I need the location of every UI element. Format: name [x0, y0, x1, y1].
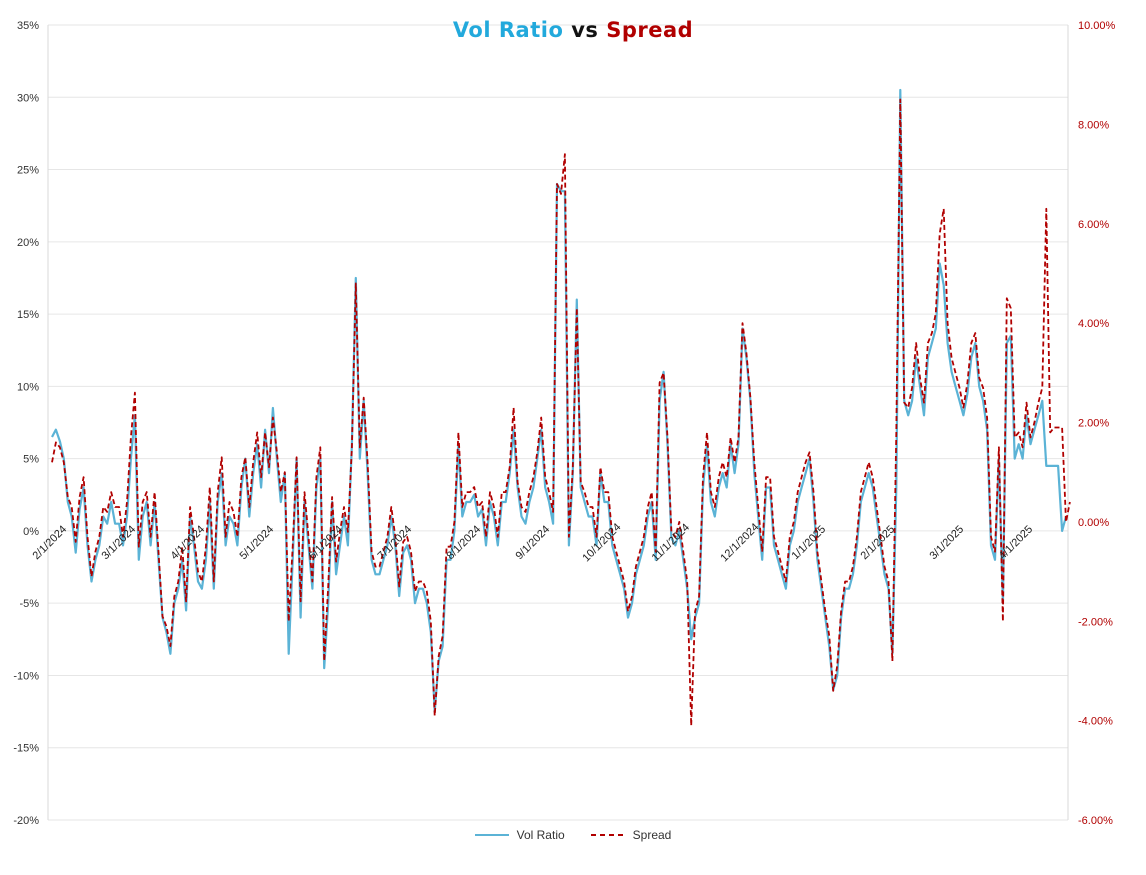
right-tick-label: 8.00%: [1078, 119, 1109, 131]
x-tick-label: 5/1/2024: [237, 523, 276, 562]
left-tick-label: -10%: [13, 670, 39, 682]
series-line-vol-ratio: [51, 88, 1068, 713]
legend-label-spread: Spread: [632, 828, 672, 842]
right-tick-label: -4.00%: [1078, 716, 1113, 728]
legend-item-spread: Spread: [590, 828, 672, 842]
right-tick-label: 0.00%: [1078, 517, 1109, 529]
right-tick-label: 4.00%: [1078, 318, 1109, 330]
left-tick-label: 20%: [17, 237, 39, 249]
left-tick-label: 15%: [17, 309, 39, 321]
left-tick-label: -15%: [13, 743, 39, 755]
right-tick-label: 10.00%: [1078, 20, 1116, 32]
gridlines: [47, 24, 1069, 821]
legend: Vol Ratio Spread: [0, 828, 1146, 842]
right-tick-label: 2.00%: [1078, 418, 1109, 430]
x-tick-label: 1/1/2025: [789, 523, 828, 562]
right-y-axis: 10.00% 8.00% 6.00% 4.00% 2.00% 0.00% -2.00% -4.…: [1078, 20, 1116, 827]
x-tick-label: 8/1/2024: [444, 523, 483, 562]
title-vol-ratio: Vol Ratio: [452, 18, 564, 42]
left-tick-label: 5%: [23, 454, 39, 466]
left-tick-label: -5%: [19, 598, 39, 610]
left-y-axis: 35% 30% 25% 20% 15% 10% 5% 0% -5% -10% -15% -20%: [13, 20, 39, 827]
x-axis-labels: 2/1/2024 3/1/2024 4/1/2024 5/1/2024 6/1/2024…: [30, 521, 1035, 564]
left-tick-label: 30%: [17, 92, 39, 104]
series-line-spread: [51, 98, 1071, 727]
title-vs: vs: [571, 18, 599, 42]
left-tick-label: 0%: [23, 526, 39, 538]
x-tick-label: 10/1/2024: [580, 521, 623, 564]
right-tick-label: 6.00%: [1078, 219, 1109, 231]
left-tick-label: 35%: [17, 20, 39, 32]
series-layer: [51, 88, 1071, 727]
legend-swatch-spread: [590, 834, 625, 836]
legend-item-vol-ratio: Vol Ratio: [474, 828, 565, 842]
x-tick-label: 3/1/2024: [99, 523, 138, 562]
left-tick-label: 25%: [17, 165, 39, 177]
left-tick-label: -20%: [13, 815, 39, 827]
right-tick-label: -6.00%: [1078, 815, 1113, 827]
x-tick-label: 9/1/2024: [513, 523, 552, 562]
chart-title: Vol Ratio vs Spread: [0, 18, 1146, 42]
x-tick-label: 12/1/2024: [718, 521, 761, 564]
legend-label-vol-ratio: Vol Ratio: [516, 828, 565, 842]
left-tick-label: 10%: [17, 381, 39, 393]
x-tick-label: 3/1/2025: [927, 523, 966, 562]
legend-swatch-vol-ratio: [474, 834, 509, 836]
right-tick-label: -2.00%: [1078, 616, 1113, 628]
title-spread: Spread: [606, 18, 694, 42]
